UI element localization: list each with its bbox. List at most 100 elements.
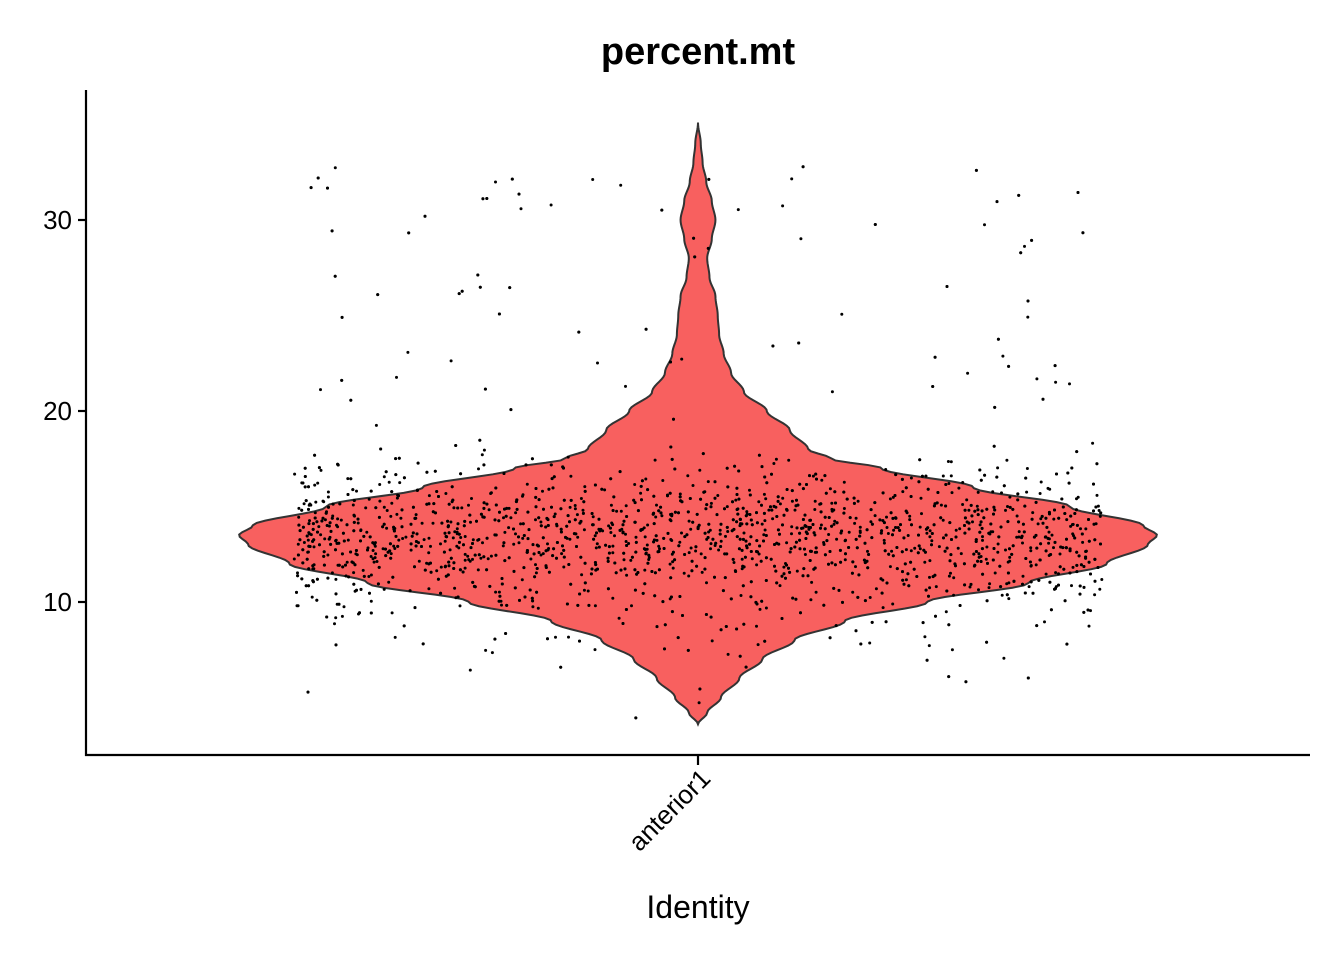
data-point	[672, 417, 675, 421]
data-point	[699, 552, 703, 556]
data-point	[504, 632, 508, 635]
data-point	[569, 498, 573, 502]
data-point	[733, 569, 737, 573]
data-point	[315, 598, 319, 602]
data-point	[891, 554, 895, 558]
data-point	[624, 540, 628, 543]
data-point	[296, 574, 300, 578]
data-point	[295, 590, 298, 594]
data-point	[923, 560, 927, 564]
data-point	[527, 528, 531, 532]
data-point	[1012, 579, 1016, 583]
data-point	[406, 350, 410, 354]
data-point	[398, 481, 402, 485]
data-point	[633, 483, 637, 486]
data-point	[700, 570, 704, 574]
data-point	[1092, 522, 1096, 526]
data-point	[395, 496, 399, 500]
data-point	[600, 487, 604, 491]
data-point	[682, 571, 686, 575]
data-point	[999, 585, 1003, 589]
data-point	[707, 522, 711, 526]
data-point	[917, 533, 920, 537]
data-point	[733, 464, 737, 468]
data-point	[949, 553, 953, 557]
data-point	[460, 289, 464, 293]
data-point	[928, 535, 932, 539]
data-point	[352, 582, 356, 586]
data-point	[757, 552, 761, 556]
data-point	[1053, 540, 1057, 544]
data-point	[981, 535, 984, 539]
data-point	[367, 575, 371, 578]
data-point	[1038, 492, 1042, 495]
data-point	[721, 589, 725, 593]
data-point	[989, 522, 993, 526]
data-point	[334, 616, 338, 620]
data-point	[793, 508, 797, 512]
data-point	[477, 553, 481, 557]
data-point	[644, 552, 648, 556]
data-point	[1071, 565, 1075, 569]
data-point	[737, 547, 741, 551]
data-point	[1008, 555, 1012, 559]
data-point	[811, 523, 815, 526]
data-point	[909, 549, 913, 553]
data-point	[903, 562, 907, 566]
data-point	[590, 512, 594, 515]
data-point	[691, 520, 695, 524]
data-point	[337, 541, 341, 545]
data-point	[368, 535, 372, 539]
data-point	[432, 502, 436, 506]
data-point	[621, 530, 625, 534]
data-point	[315, 520, 319, 524]
data-point	[823, 527, 827, 531]
data-point	[725, 552, 729, 556]
data-point	[683, 553, 687, 556]
data-point	[394, 473, 398, 477]
data-point	[1043, 620, 1046, 624]
data-point	[974, 168, 978, 172]
data-point	[392, 544, 396, 548]
data-point	[565, 602, 569, 606]
data-point	[521, 522, 525, 526]
data-point	[944, 483, 948, 486]
data-point	[781, 496, 785, 500]
data-point	[458, 604, 462, 608]
data-point	[1092, 482, 1095, 486]
data-point	[879, 531, 883, 535]
data-point	[699, 497, 703, 501]
data-point	[683, 535, 687, 539]
data-point	[744, 539, 748, 543]
data-point	[447, 502, 451, 506]
data-point	[650, 570, 654, 573]
data-point	[456, 506, 460, 510]
data-point	[833, 563, 837, 567]
data-point	[378, 483, 382, 486]
data-point	[1002, 656, 1006, 660]
data-point	[657, 509, 661, 513]
data-point	[409, 542, 413, 546]
data-point	[1005, 458, 1009, 462]
data-point	[400, 525, 404, 529]
data-point	[680, 531, 683, 535]
data-point	[1068, 549, 1072, 553]
data-point	[1004, 508, 1007, 512]
data-point	[468, 513, 472, 517]
data-point	[408, 589, 412, 593]
data-point	[880, 591, 884, 595]
data-point	[954, 528, 958, 532]
data-point	[654, 534, 658, 538]
data-point	[678, 495, 682, 499]
data-point	[625, 573, 629, 577]
data-point	[568, 520, 571, 524]
data-point	[559, 507, 563, 511]
data-point	[507, 556, 511, 560]
data-point	[790, 177, 794, 181]
data-point	[775, 515, 779, 518]
data-point	[740, 548, 744, 552]
data-point	[1093, 557, 1097, 561]
data-point	[784, 576, 787, 580]
data-point	[923, 635, 927, 639]
data-point	[680, 357, 684, 361]
